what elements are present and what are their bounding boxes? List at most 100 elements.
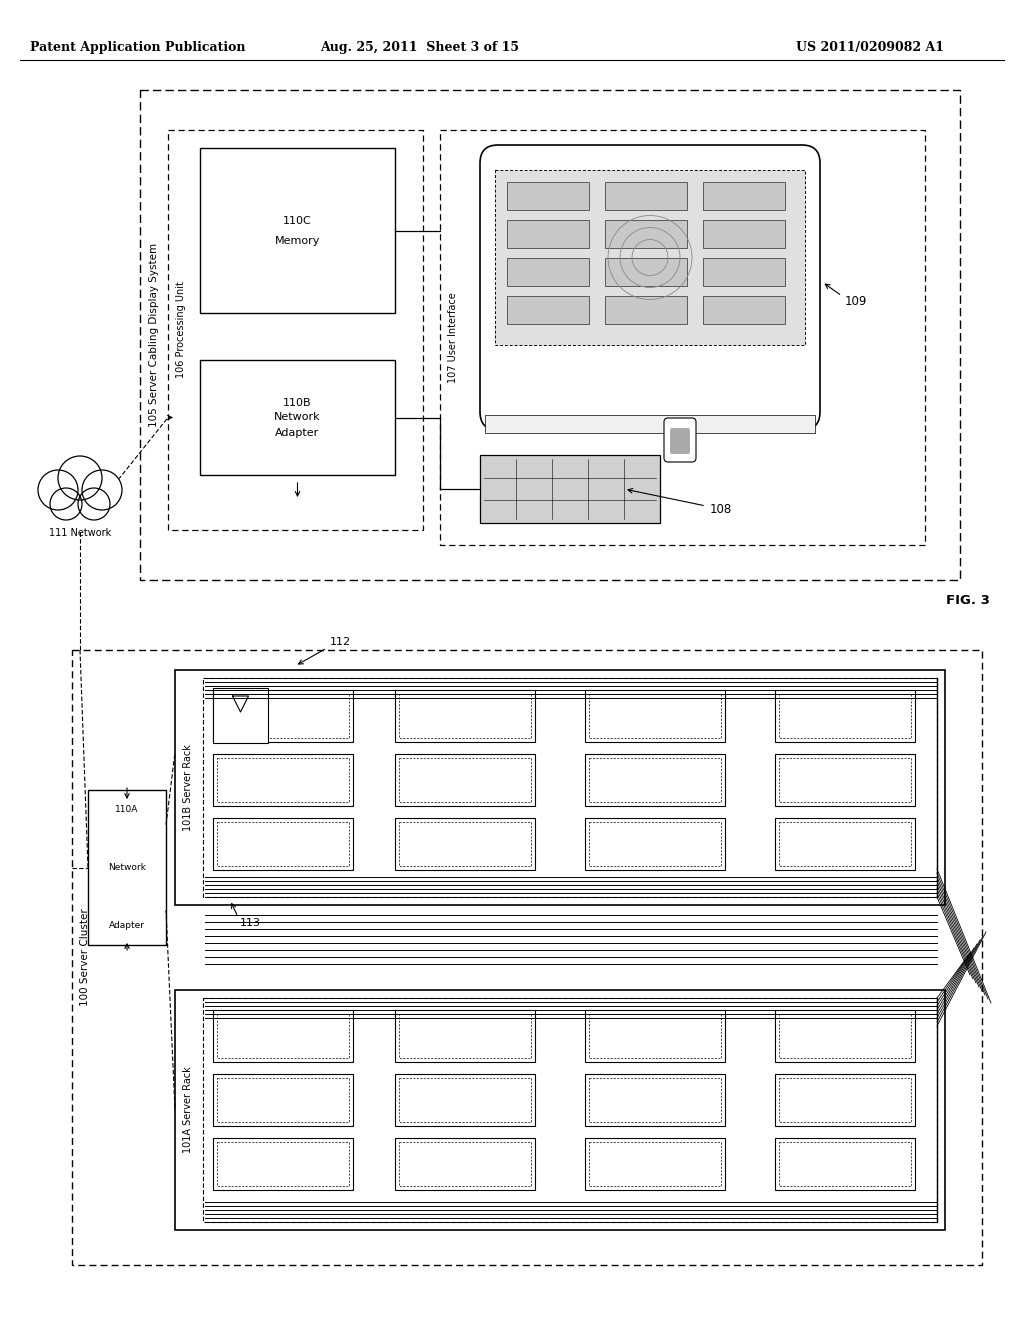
Text: Adapter: Adapter [275,428,319,437]
Text: 110A: 110A [116,805,138,814]
Bar [213,690,353,742]
Bar [507,220,589,248]
Circle shape [38,470,78,510]
Bar [779,822,911,866]
Text: Network: Network [109,863,146,873]
Bar [175,671,945,906]
Text: 110B: 110B [284,397,312,408]
Bar [507,182,589,210]
Bar [507,257,589,286]
Bar [605,182,687,210]
Bar [779,1014,911,1059]
Text: 112: 112 [330,638,351,647]
Bar [703,220,785,248]
Bar [88,789,166,945]
Bar [589,1014,721,1059]
Bar [203,678,937,898]
Bar [585,1138,725,1191]
Text: Network: Network [274,412,321,422]
Bar [395,754,535,807]
Text: 107 User Interface: 107 User Interface [449,292,458,383]
Bar [217,1014,349,1059]
Text: 101B Server Rack: 101B Server Rack [183,744,193,830]
Bar [585,1074,725,1126]
Bar [140,90,961,579]
Bar [213,688,268,743]
Bar [589,1078,721,1122]
Text: 109: 109 [845,296,867,309]
Text: 113: 113 [240,917,261,928]
Circle shape [58,455,102,500]
Bar [200,148,395,313]
Text: 100 Server Cluster: 100 Server Cluster [80,908,90,1006]
Bar [585,690,725,742]
Bar [399,758,531,803]
Bar [399,1142,531,1185]
Bar [775,1010,915,1063]
Bar [217,694,349,738]
Bar [213,818,353,870]
Text: Patent Application Publication: Patent Application Publication [30,41,246,54]
Bar [175,990,945,1230]
Bar [480,455,660,523]
Bar [507,296,589,323]
Text: Adapter: Adapter [109,920,145,929]
Bar [779,694,911,738]
Bar [605,296,687,323]
Bar [589,1142,721,1185]
Circle shape [50,488,82,520]
Bar [395,1074,535,1126]
Text: 108: 108 [710,503,732,516]
Bar [399,822,531,866]
Bar [72,649,982,1265]
Bar [217,758,349,803]
Bar [200,360,395,475]
Bar [775,818,915,870]
Bar [440,129,925,545]
Bar [703,182,785,210]
FancyBboxPatch shape [670,428,690,454]
Bar [168,129,423,531]
Bar [217,1078,349,1122]
Bar [485,414,815,433]
Bar [395,818,535,870]
Text: Memory: Memory [274,235,321,246]
Bar [203,998,937,1222]
Circle shape [78,488,110,520]
FancyBboxPatch shape [664,418,696,462]
Bar [213,1138,353,1191]
Bar [779,1142,911,1185]
Circle shape [82,470,122,510]
Bar [217,1142,349,1185]
Bar [395,1138,535,1191]
Bar [779,758,911,803]
Bar [775,1138,915,1191]
Bar [775,1074,915,1126]
Bar [703,257,785,286]
Text: 101A Server Rack: 101A Server Rack [183,1067,193,1154]
Bar [779,1078,911,1122]
Bar [585,818,725,870]
Bar [217,822,349,866]
Bar [399,1014,531,1059]
Bar [589,758,721,803]
Bar [213,1074,353,1126]
Bar [589,694,721,738]
Bar [395,1010,535,1063]
Bar [585,754,725,807]
Bar [585,1010,725,1063]
Text: 110C: 110C [283,215,312,226]
Text: FIG. 3: FIG. 3 [946,594,990,606]
Bar [395,690,535,742]
Text: 106 Processing Unit: 106 Processing Unit [176,281,186,379]
Bar [399,1078,531,1122]
Bar [399,694,531,738]
Text: 111 Network: 111 Network [49,528,112,539]
Bar [703,296,785,323]
Bar [605,220,687,248]
Bar [213,1010,353,1063]
Bar [605,257,687,286]
Bar [213,754,353,807]
Bar [495,170,805,345]
Text: US 2011/0209082 A1: US 2011/0209082 A1 [796,41,944,54]
